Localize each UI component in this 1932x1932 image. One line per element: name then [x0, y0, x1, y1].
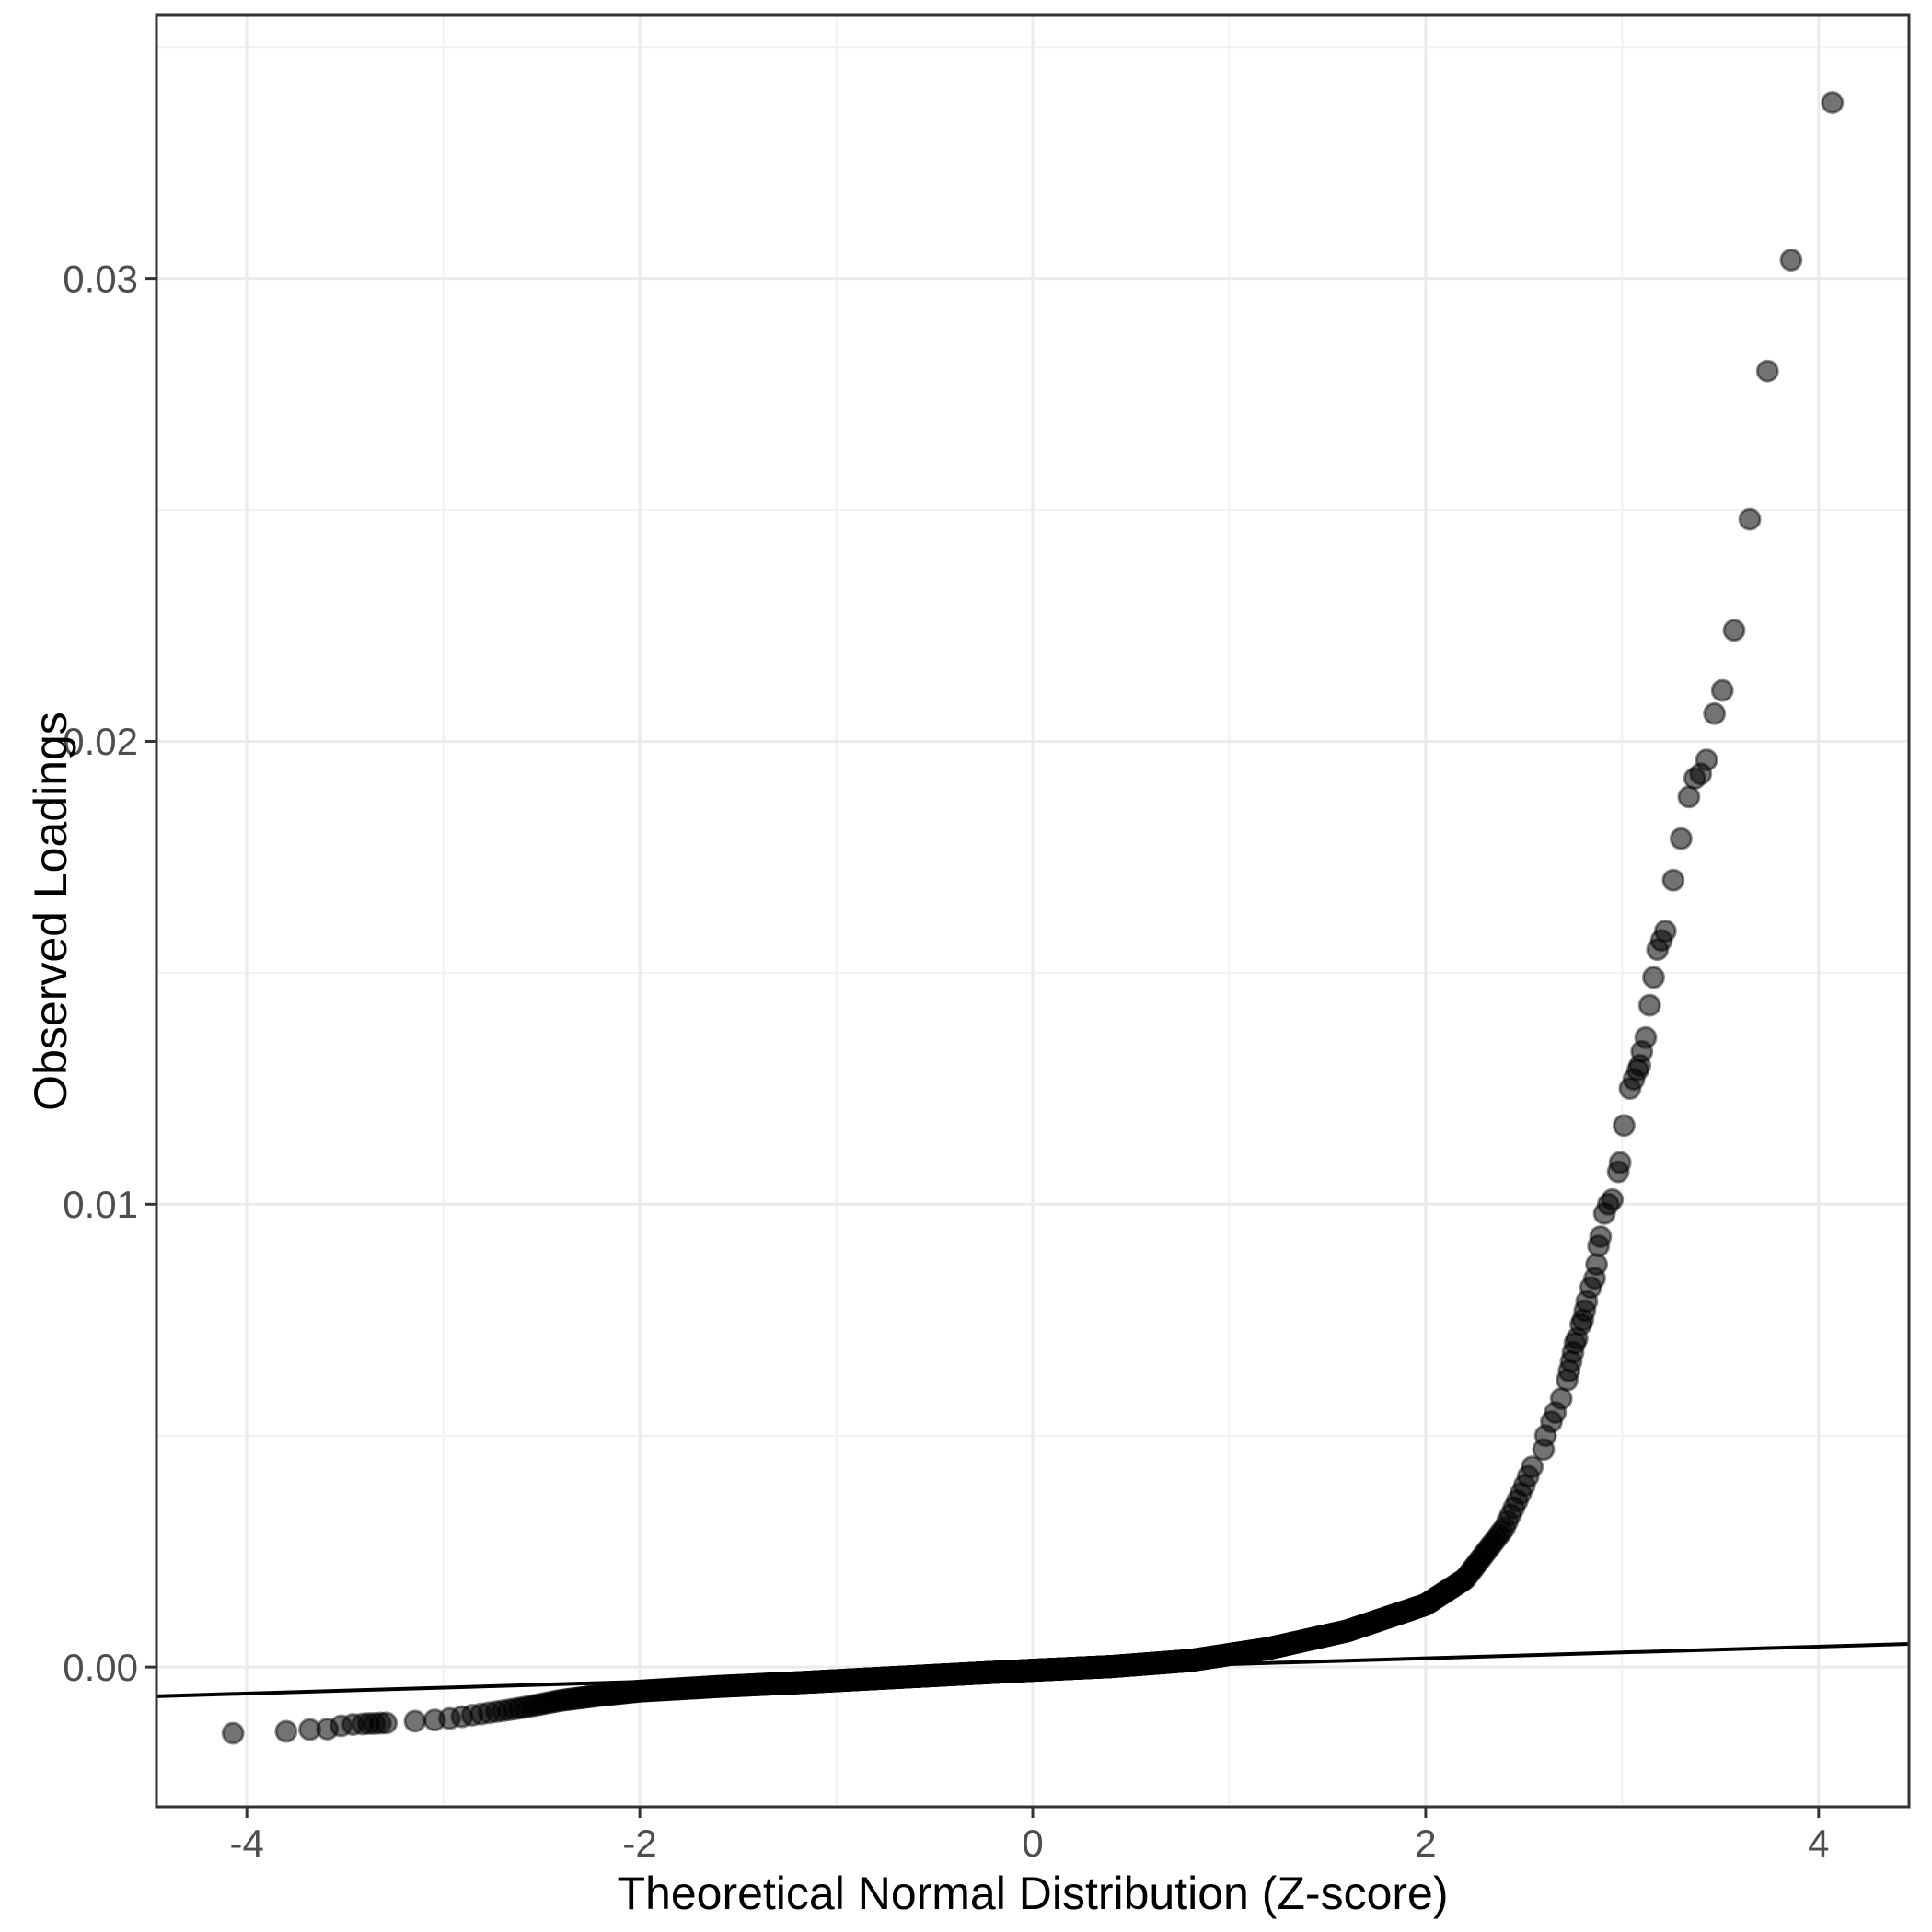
y-tick-label: 0.01 — [63, 1183, 138, 1226]
qq-point-high-tail — [1608, 1151, 1632, 1174]
x-tick-label: 4 — [1808, 1822, 1829, 1865]
y-axis-title: Observed Loadings — [25, 711, 76, 1111]
qq-point-high-tail — [1779, 249, 1803, 272]
x-tick-label: 0 — [1022, 1822, 1043, 1865]
qq-point — [375, 1711, 399, 1735]
qq-point-high-tail — [1637, 993, 1661, 1017]
qq-point-high-tail — [1710, 678, 1734, 702]
qq-point-high-tail — [1821, 91, 1845, 114]
qq-point-high-tail — [1653, 920, 1677, 943]
qq-point-low-tail — [274, 1719, 298, 1743]
qq-point-high-tail — [1585, 1253, 1609, 1277]
x-tick-label: -4 — [230, 1822, 264, 1865]
qq-point-high-tail — [1601, 1187, 1625, 1211]
qq-point-high-tail — [1738, 507, 1762, 531]
qq-point-high-tail — [1642, 966, 1665, 989]
qq-point-high-tail — [1695, 748, 1718, 772]
y-tick-label: 0.00 — [63, 1646, 138, 1689]
qq-point-high-tail — [1613, 1114, 1636, 1138]
qq-point-high-tail — [1634, 1025, 1658, 1049]
qq-point-high-tail — [1755, 359, 1779, 383]
y-tick-label: 0.03 — [63, 257, 138, 300]
qq-point-high-tail — [1589, 1225, 1613, 1248]
qq-point-high-tail — [1722, 619, 1746, 642]
qq-point-low-tail — [221, 1721, 245, 1745]
qq-point-high-tail — [1669, 827, 1693, 850]
qq-points-layer — [221, 91, 1845, 1745]
x-axis-title: Theoretical Normal Distribution (Z-score… — [617, 1868, 1449, 1919]
x-tick-label: 2 — [1415, 1822, 1436, 1865]
qq-point-high-tail — [1661, 868, 1685, 892]
x-tick-label: -2 — [622, 1822, 656, 1865]
qq-point-high-tail — [1703, 701, 1727, 725]
qq-point — [403, 1709, 427, 1733]
